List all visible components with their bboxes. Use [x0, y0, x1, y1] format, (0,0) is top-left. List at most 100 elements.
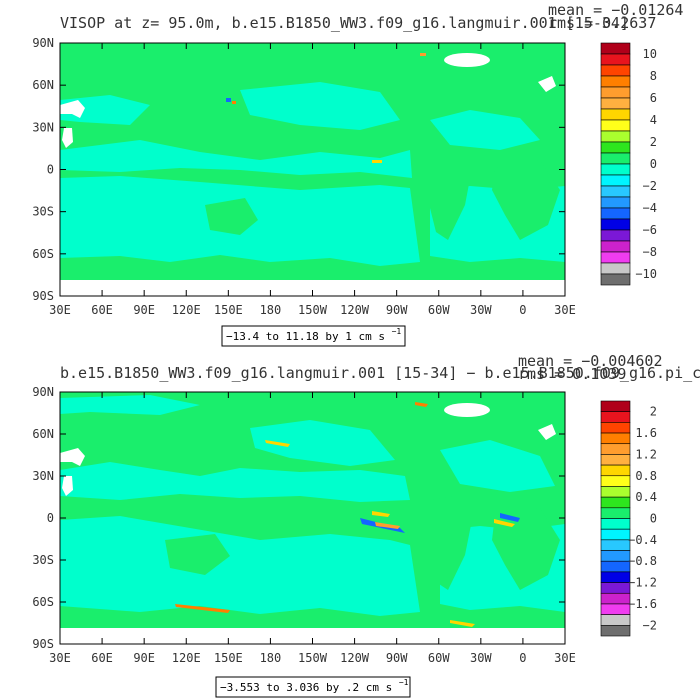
colorbar-swatch — [600, 273, 631, 286]
colorbar-label: −2 — [643, 179, 657, 193]
no-data-west-2 — [62, 476, 73, 496]
colorbar-label: −1.6 — [628, 597, 657, 611]
colorbar-swatch — [600, 592, 631, 605]
colorbar-label: −10 — [635, 267, 657, 281]
svg-text:−13.4 to 11.18 by 1 cm s: −13.4 to 11.18 by 1 cm s −1 — [226, 327, 401, 343]
x-tick-label: 30E — [554, 651, 576, 665]
region-neg-5 — [430, 110, 540, 150]
no-data-west-1 — [60, 448, 85, 466]
streak-6 — [175, 604, 230, 613]
region-neg-6 — [60, 395, 200, 415]
colorbar-swatch — [600, 185, 631, 198]
y-tick-label: 90N — [32, 385, 54, 399]
x-tick-label: 120W — [340, 303, 370, 317]
panel-2-range-exponent: −1 — [399, 678, 409, 687]
colorbar-label: −2 — [643, 618, 657, 632]
colorbar-label: 4 — [650, 113, 657, 127]
region-australia — [205, 198, 258, 235]
panel-1-rms: rms = 0.2637 — [548, 14, 656, 32]
x-tick-label: 150W — [298, 651, 328, 665]
panel-2-colorbar: 2 1.6 1.2 0.8 0.4 0 −0.4 −0.8 −1.2 −1.6 −2 — [600, 400, 657, 637]
colorbar-swatch — [600, 422, 631, 434]
x-tick-label: 90W — [386, 303, 408, 317]
panel-2-range-label: −3.553 to 3.036 by .2 cm s — [220, 681, 392, 694]
colorbar-swatch — [600, 97, 631, 110]
x-tick-label: 30E — [49, 651, 71, 665]
colorbar-label: 0 — [650, 512, 657, 526]
x-tick-label: 90W — [386, 651, 408, 665]
spot-arctic — [420, 53, 426, 56]
colorbar-swatch — [600, 229, 631, 242]
panel-1-mean: mean = −0.01264 — [548, 1, 683, 19]
colorbar-label: −8 — [643, 245, 657, 259]
region-south-america — [420, 148, 472, 240]
region-south-america — [420, 496, 472, 590]
y-tick-label: 90N — [32, 36, 54, 50]
colorbar-swatch — [600, 119, 631, 132]
colorbar-swatch — [600, 560, 631, 573]
colorbar-swatch — [600, 218, 631, 231]
x-tick-label: 180 — [260, 651, 282, 665]
x-tick-label: 120W — [340, 651, 370, 665]
spot-blue — [226, 98, 231, 102]
region-australia — [165, 534, 230, 575]
colorbar-swatch — [600, 152, 631, 165]
colorbar-swatch — [600, 603, 631, 615]
x-tick-label: 150E — [214, 651, 243, 665]
colorbar-swatch — [600, 443, 631, 455]
no-data-east — [538, 76, 556, 92]
colorbar-swatch — [600, 571, 631, 583]
colorbar-swatch — [600, 240, 631, 253]
colorbar-swatch — [600, 475, 631, 487]
colorbar-swatch — [600, 42, 631, 55]
panel-2: b.e15.B1850_WW3.f09_g16.langmuir.001 [15… — [32, 352, 700, 698]
x-tick-label: 120E — [172, 303, 201, 317]
colorbar-swatch — [600, 262, 631, 275]
colorbar-swatch — [600, 464, 631, 477]
colorbar-swatch — [600, 518, 631, 530]
x-tick-label: 60W — [428, 651, 450, 665]
x-tick-label: 90E — [133, 651, 155, 665]
panel-1-range-box: −13.4 to 11.18 by 1 cm s −1 — [221, 325, 406, 347]
region-neg-1 — [60, 462, 410, 502]
x-tick-label: 30W — [470, 651, 492, 665]
region-neg-2 — [60, 516, 420, 616]
colorbar-label: −0.4 — [628, 533, 657, 547]
colorbar-label: 0.4 — [635, 490, 657, 504]
spot-yellow — [372, 160, 382, 163]
colorbar-swatch — [600, 400, 631, 412]
spot-orange — [232, 101, 236, 104]
y-tick-label: 30N — [32, 469, 54, 483]
colorbar-label: 0 — [650, 157, 657, 171]
colorbar-swatch — [600, 53, 631, 66]
colorbar-label: 2 — [650, 405, 657, 419]
colorbar-swatch — [600, 251, 631, 264]
x-tick-label: 150E — [214, 303, 243, 317]
colorbar-swatch — [600, 625, 631, 637]
panel-2-x-axis: 30E 60E 90E 120E 150E 180 150W 120W 90W 60W 30W 0 30… — [49, 392, 576, 665]
colorbar-swatch — [600, 130, 631, 143]
y-tick-label: 60N — [32, 427, 54, 441]
region-africa — [492, 508, 560, 590]
y-tick-label: 30S — [32, 553, 54, 567]
no-data-east — [538, 424, 556, 440]
colorbar-swatch — [600, 75, 631, 88]
x-tick-label: 90E — [133, 303, 155, 317]
colorbar-swatch — [600, 539, 631, 551]
panel-1-y-axis: 90N 60N 30N 0 30S 60S 90S — [32, 36, 565, 303]
colorbar-swatch — [600, 411, 631, 423]
panel-1-range-label: −13.4 to 11.18 by 1 cm s — [226, 330, 385, 343]
svg-text:−3.553 to 3.036 by .2 cm s: −3.553 to 3.036 by .2 cm s −1 — [220, 678, 409, 694]
panel-2-rms: rms = 0.1039 — [518, 365, 626, 383]
panel-1-x-axis: 30E 60E 90E 120E 150E 180 150W 120W 90W 60W 30W 0 30… — [49, 43, 576, 317]
colorbar-swatch — [600, 582, 631, 594]
colorbar-swatch — [600, 614, 631, 626]
streak-3 — [375, 522, 400, 529]
colorbar-label: 8 — [650, 69, 657, 83]
panel-2-y-axis: 90N 60N 30N 0 30S 60S 90S — [32, 385, 565, 651]
colorbar-swatch — [600, 486, 631, 498]
x-tick-label: 180 — [260, 303, 282, 317]
region-neg-1 — [60, 140, 412, 178]
region-neg-4 — [250, 420, 395, 466]
y-tick-label: 30N — [32, 120, 54, 134]
